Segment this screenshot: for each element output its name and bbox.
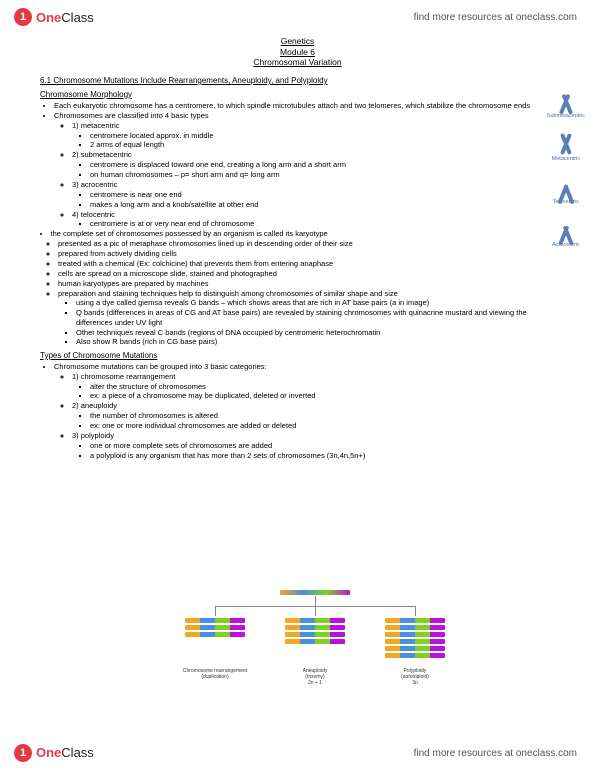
chromosome-icon [559, 176, 573, 198]
list-item: cells are spread on a microscope slide, … [58, 269, 555, 278]
chromosome-icon [559, 219, 573, 241]
list-item: centromere located approx. in middle [90, 131, 555, 140]
diagram-bar [285, 639, 345, 644]
doc-title-1: Genetics [40, 36, 555, 47]
list-item: human karyotypes are prepared by machine… [58, 279, 555, 288]
diagram-label: Polyploidy(autotriploid)3n [380, 668, 450, 686]
list-item: ex: one or more individual chromosomes a… [90, 421, 555, 430]
top-bar: 1 OneClass find more resources at onecla… [0, 0, 595, 30]
list-item: preparation and staining techniques help… [58, 289, 555, 347]
list-item: centromere is displaced toward one end, … [90, 160, 555, 169]
list-item: treated with a chemical (Ex: colchicine)… [58, 259, 555, 268]
diagram-label: Aneuploidy(trisomy)2n + 1 [280, 668, 350, 686]
diagram-bar [385, 618, 445, 623]
diagram-bar [385, 639, 445, 644]
list-item: 2) submetacentric centromere is displace… [72, 150, 555, 179]
list-item: 1) metacentric centromere located approx… [72, 121, 555, 150]
chromosome-icon [559, 90, 573, 112]
bottom-bar: 1 OneClass find more resources at onecla… [0, 738, 595, 770]
diagram-bar [185, 618, 245, 623]
diagram-bar [385, 653, 445, 658]
types-heading: Types of Chromosome Mutations [40, 351, 555, 361]
list-item: 3) acrocentric centromere is near one en… [72, 180, 555, 209]
diagram-bar [185, 632, 245, 637]
list-item: the complete set of chromosomes possesse… [40, 229, 555, 347]
diagram-line [215, 606, 216, 616]
chromosome-label: Acrocentric [552, 242, 580, 248]
list-item: makes a long arm and a knob/satellite at… [90, 200, 555, 209]
brand-name: OneClass [36, 744, 94, 762]
brand-circle-icon: 1 [14, 8, 32, 26]
list-item: prepared from actively dividing cells [58, 249, 555, 258]
list-item: centromere is near one end [90, 190, 555, 199]
diagram-bar [185, 625, 245, 630]
chromosome-icon [559, 133, 573, 155]
doc-title-2: Module 6 [40, 47, 555, 58]
mutation-tree-diagram: Chromosome rearrangement(duplication) An… [180, 590, 450, 710]
chromosome-label: Submetacentric [547, 113, 585, 119]
list-item: using a dye called giemsa reveals G band… [76, 298, 555, 307]
brand-circle-icon: 1 [14, 744, 32, 762]
diagram-bar [385, 646, 445, 651]
list-item: presented as a pic of metaphase chromoso… [58, 239, 555, 248]
list-item: alter the structure of chromosomes [90, 382, 555, 391]
resources-link-bottom[interactable]: find more resources at oneclass.com [414, 748, 577, 759]
diagram-line [415, 606, 416, 616]
list-item: on human chromosomes – p= short arm and … [90, 170, 555, 179]
list-item: one or more complete sets of chromosomes… [90, 441, 555, 450]
list-item: 4) telocentric centromere is at or very … [72, 210, 555, 229]
resources-link-top[interactable]: find more resources at oneclass.com [414, 12, 577, 23]
document-body: Genetics Module 6 Chromosomal Variation … [0, 30, 595, 460]
list-item: the number of chromosomes is altered [90, 411, 555, 420]
list-item: Q bands (differences in areas of CG and … [76, 308, 555, 327]
chromosome-submetacentric: Submetacentric [547, 90, 585, 119]
list-item: ex: a piece of a chromosome may be dupli… [90, 391, 555, 400]
diagram-line [315, 596, 316, 606]
diagram-label: Chromosome rearrangement(duplication) [180, 668, 250, 680]
morphology-list: Each eukaryotic chromosome has a centrom… [40, 101, 555, 347]
list-item: Other techniques reveal C bands (regions… [76, 328, 555, 337]
diagram-bar [385, 632, 445, 637]
doc-title-3: Chromosomal Variation [40, 57, 555, 68]
list-item: 2) aneuploidy the number of chromosomes … [72, 401, 555, 430]
diagram-bar [285, 618, 345, 623]
list-item: centromere is at or very near end of chr… [90, 219, 555, 228]
types-list: Chromosome mutations can be grouped into… [40, 362, 555, 460]
brand-name: OneClass [36, 10, 94, 25]
brand-logo-bottom[interactable]: 1 OneClass [14, 744, 94, 762]
diagram-bar [285, 625, 345, 630]
chromosome-diagram-column: Submetacentric Metacentric Telocentric A… [547, 90, 585, 248]
chromosome-metacentric: Metacentric [552, 133, 580, 162]
diagram-bar [280, 590, 350, 595]
list-item: a polyploid is any organism that has mor… [90, 451, 555, 460]
list-item: 3) polyploidy one or more complete sets … [72, 431, 555, 460]
list-item: Chromosome mutations can be grouped into… [54, 362, 555, 460]
diagram-bar [285, 632, 345, 637]
list-item: 2 arms of equal length [90, 140, 555, 149]
list-item: Each eukaryotic chromosome has a centrom… [54, 101, 555, 110]
chromosome-label: Metacentric [552, 156, 580, 162]
section-6-1-heading: 6.1 Chromosome Mutations Include Rearran… [40, 76, 555, 86]
brand-logo[interactable]: 1 OneClass [14, 8, 94, 26]
diagram-line [315, 606, 316, 616]
list-item: Chromosomes are classified into 4 basic … [54, 111, 555, 229]
diagram-bar [385, 625, 445, 630]
morphology-heading: Chromosome Morphology [40, 90, 555, 100]
list-item: 1) chromosome rearrangement alter the st… [72, 372, 555, 401]
chromosome-acrocentric: Acrocentric [552, 219, 580, 248]
list-item: Also show R bands (rich in CG base pairs… [76, 337, 555, 346]
chromosome-telocentric: Telocentric [553, 176, 579, 205]
